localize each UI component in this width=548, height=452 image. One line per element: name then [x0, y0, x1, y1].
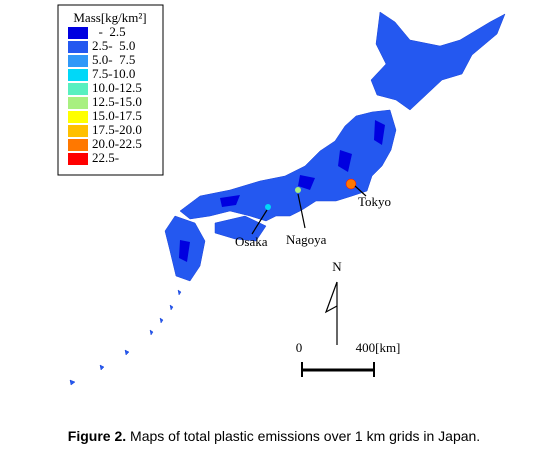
- legend-label: 20.0-22.5: [92, 136, 142, 151]
- shikoku: [214, 215, 267, 242]
- hokkaido: [370, 11, 506, 111]
- annotations: [251, 185, 375, 377]
- osaka-arrow: [251, 209, 268, 235]
- caption-text: Maps of total plastic emissions over 1 k…: [126, 428, 481, 444]
- compass-label: N: [332, 259, 342, 274]
- island-chain: [69, 289, 182, 386]
- legend-label: - 2.5: [92, 24, 126, 39]
- nagoya-hotspot: [295, 187, 301, 193]
- compass-head: [324, 281, 338, 314]
- scale-label: 0: [296, 340, 303, 355]
- legend: Mass[kg/km²] - 2.52.5- 5.05.0- 7.57.5-10…: [57, 4, 164, 176]
- legend-label: 7.5-10.0: [92, 66, 135, 81]
- legend-swatch: [68, 139, 88, 151]
- legend-swatch: [68, 69, 88, 81]
- legend-swatch: [68, 55, 88, 67]
- scale-label: 400[km]: [356, 340, 401, 355]
- legend-swatch: [68, 27, 88, 39]
- legend-label: 15.0-17.5: [92, 108, 142, 123]
- map: Tokyo Nagoya Osaka N 0 400[km] Mass[kg/k…: [57, 4, 506, 386]
- legend-label: 17.5-20.0: [92, 122, 142, 137]
- legend-swatch: [68, 97, 88, 109]
- legend-swatch: [68, 125, 88, 137]
- legend-swatch: [68, 83, 88, 95]
- osaka-hotspot: [265, 204, 271, 210]
- legend-label: 2.5- 5.0: [92, 38, 135, 53]
- tokyo-hotspot: [345, 178, 357, 190]
- place-label: Nagoya: [286, 232, 327, 247]
- legend-label: 5.0- 7.5: [92, 52, 135, 67]
- caption-label: Figure 2.: [67, 428, 127, 444]
- place-label: Tokyo: [358, 194, 391, 209]
- legend-label: 12.5-15.0: [92, 94, 142, 109]
- legend-title: Mass[kg/km²]: [73, 10, 146, 25]
- legend-swatch: [68, 111, 88, 123]
- nagoya-arrow: [297, 193, 306, 229]
- caption: Figure 2. Maps of total plastic emission…: [0, 428, 548, 444]
- japan-map: [69, 11, 506, 386]
- legend-label: 22.5-: [92, 150, 119, 165]
- honshu: [179, 109, 397, 222]
- tokyo-arrow: [354, 185, 367, 197]
- place-label: Osaka: [235, 234, 268, 249]
- legend-label: 10.0-12.5: [92, 80, 142, 95]
- legend-swatch: [68, 153, 88, 165]
- legend-swatch: [68, 41, 88, 53]
